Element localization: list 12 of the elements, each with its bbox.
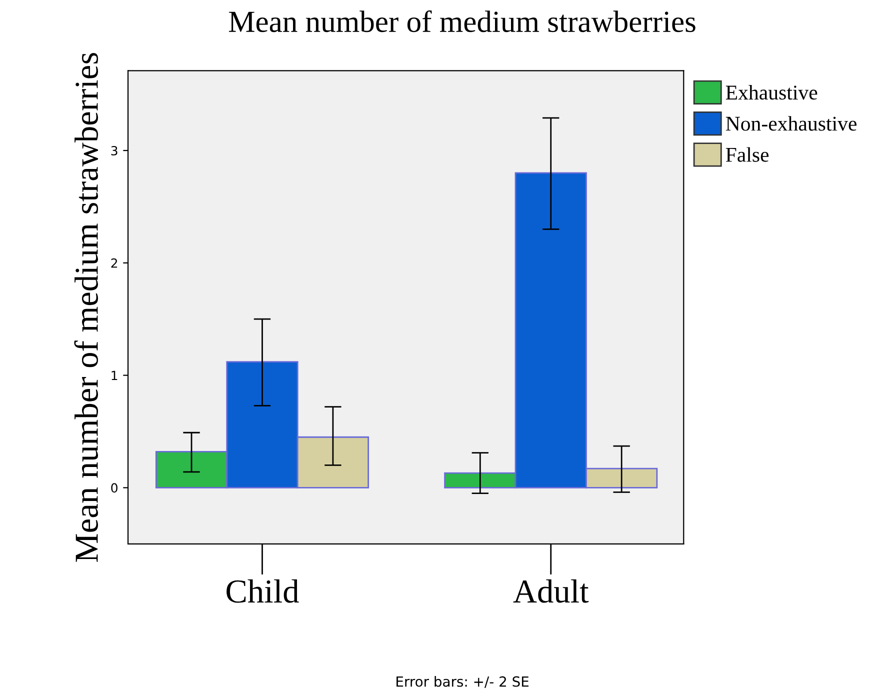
legend-label: False [726,147,769,162]
legend-label: Exhaustive [726,84,818,100]
y-tick-label: 0 [111,483,118,493]
text: Error bars: +/- 2 SE [396,676,528,688]
chart-title: Mean number of medium strawberries [228,10,696,32]
y-tick-label: 2 [111,258,118,268]
y-tick-label: 1 [112,370,118,380]
legend-label: Non-exhaustive [726,116,856,131]
y-axis-title: Mean number of medium strawberries [74,53,98,562]
y-tick-label: 3 [111,146,118,156]
x-tick-label: Child [226,579,299,603]
x-tick-label: Adult [513,579,589,603]
